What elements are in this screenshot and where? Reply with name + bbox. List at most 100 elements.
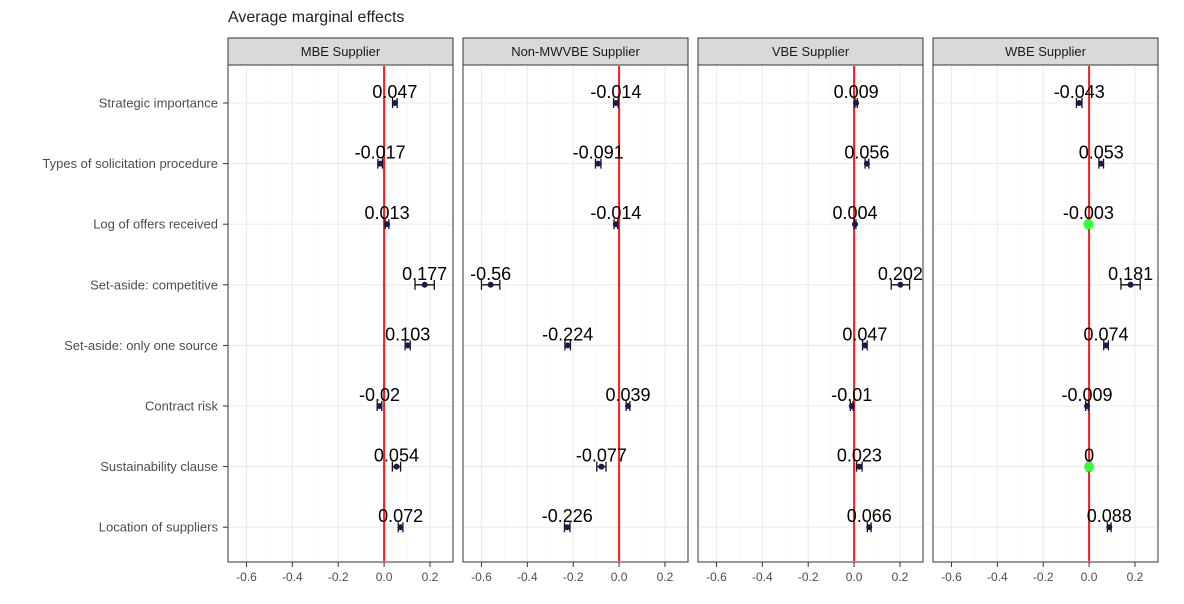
x-tick-label: 0.2 <box>657 570 674 584</box>
data-point <box>1076 100 1083 106</box>
data-label: 0.013 <box>365 203 410 223</box>
x-tick-label: -0.2 <box>563 570 584 584</box>
x-tick-label: -0.4 <box>282 570 303 584</box>
x-tick-label: -0.2 <box>798 570 819 584</box>
x-tick-label: 0.2 <box>892 570 909 584</box>
y-tick-label: Contract risk <box>145 399 218 414</box>
x-tick-label: -0.4 <box>752 570 773 584</box>
facet-panels: MBE Supplier 0.047 -0.017 0.013 0.177 0.103 -0… <box>227 37 1159 584</box>
x-tick-label: 0.2 <box>1127 570 1144 584</box>
data-point-highlight <box>1084 461 1095 472</box>
x-tick-label: -0.6 <box>471 570 492 584</box>
x-tick-label: -0.4 <box>517 570 538 584</box>
x-tick-label: 0.0 <box>846 570 863 584</box>
facet-strip-label: MBE Supplier <box>301 44 381 59</box>
data-point-highlight <box>1083 219 1094 230</box>
x-tick-label: 0.2 <box>422 570 439 584</box>
data-label: -0.077 <box>576 446 627 466</box>
data-point <box>625 403 632 409</box>
facet-strip <box>227 37 454 66</box>
data-label: 0.202 <box>878 264 923 284</box>
data-label: -0.02 <box>359 385 400 405</box>
data-label: 0.039 <box>605 385 650 405</box>
facet-panel: MBE Supplier 0.047 -0.017 0.013 0.177 0.103 -0… <box>227 37 454 584</box>
data-label: -0.224 <box>542 324 593 344</box>
facet-panel: VBE Supplier 0.009 0.056 0.004 0.202 0.047 -0.… <box>697 37 924 584</box>
data-label: -0.01 <box>831 385 872 405</box>
x-tick-label: -0.6 <box>941 570 962 584</box>
data-point <box>384 221 391 228</box>
data-point <box>1084 403 1091 409</box>
panel-background <box>932 64 1159 563</box>
y-tick-label: Types of solicitation procedure <box>42 156 218 171</box>
facet-panel: Non-MWVBE Supplier -0.014 -0.091 -0.014 -0.5… <box>462 37 689 584</box>
x-tick-label: 0.0 <box>376 570 393 584</box>
data-label: -0.043 <box>1054 82 1105 102</box>
data-label: -0.009 <box>1061 385 1112 405</box>
panel-background <box>227 64 454 563</box>
y-tick-label: Log of offers received <box>93 217 218 232</box>
facet-panel: WBE Supplier -0.043 0.053 -0.003 0.181 0.074 -… <box>932 37 1159 584</box>
chart-title: Average marginal effects <box>228 9 404 26</box>
data-label: 0.056 <box>844 143 889 163</box>
data-label: 0.053 <box>1079 143 1124 163</box>
data-label: -0.017 <box>355 143 406 163</box>
data-point <box>391 100 398 106</box>
data-label: 0.054 <box>374 446 419 466</box>
data-point <box>856 463 863 470</box>
data-point <box>598 463 605 470</box>
data-label: 0.181 <box>1108 264 1153 284</box>
data-label: 0.088 <box>1087 506 1132 526</box>
panel-background <box>697 64 924 563</box>
y-axis: Strategic importance Types of solicitatio… <box>42 96 228 535</box>
data-point <box>848 403 855 409</box>
data-label: 0.023 <box>837 446 882 466</box>
data-label: -0.56 <box>470 264 511 284</box>
data-label: 0.009 <box>834 82 879 102</box>
data-point <box>564 342 571 349</box>
y-tick-label: Set-aside: only one source <box>64 338 218 353</box>
x-tick-label: -0.4 <box>987 570 1008 584</box>
data-label: 0.177 <box>402 264 447 284</box>
data-label: 0 <box>1084 446 1094 466</box>
y-tick-label: Strategic importance <box>99 96 218 111</box>
facet-strip-label: Non-MWVBE Supplier <box>511 44 640 59</box>
x-tick-label: -0.6 <box>236 570 257 584</box>
data-point <box>393 463 400 470</box>
data-point <box>1106 524 1113 531</box>
data-point <box>487 281 494 288</box>
data-point <box>421 281 428 288</box>
y-tick-label: Location of suppliers <box>99 520 219 535</box>
data-point <box>866 524 873 531</box>
x-tick-label: 0.0 <box>611 570 628 584</box>
data-point <box>376 403 383 409</box>
y-tick-label: Set-aside: competitive <box>90 277 218 292</box>
data-point <box>1098 160 1105 167</box>
facet-strip <box>697 37 924 66</box>
data-point <box>397 524 404 531</box>
x-tick-label: 0.0 <box>1081 570 1098 584</box>
data-point <box>377 160 384 167</box>
x-tick-label: -0.2 <box>328 570 349 584</box>
data-point <box>863 160 870 167</box>
data-point <box>595 160 602 167</box>
facet-strip-label: WBE Supplier <box>1005 44 1087 59</box>
data-label: -0.226 <box>542 506 593 526</box>
data-point <box>851 221 858 228</box>
x-tick-label: -0.2 <box>1033 570 1054 584</box>
panel-background <box>462 64 689 563</box>
x-tick-label: -0.6 <box>706 570 727 584</box>
data-point <box>897 281 904 288</box>
data-label: 0.103 <box>385 324 430 344</box>
data-point <box>612 221 619 228</box>
data-label: 0.074 <box>1084 324 1129 344</box>
data-point <box>564 524 571 531</box>
y-tick-label: Sustainability clause <box>100 459 218 474</box>
facet-strip <box>932 37 1159 66</box>
data-label: 0.047 <box>842 324 887 344</box>
data-point <box>612 100 619 106</box>
facet-strip-label: VBE Supplier <box>772 44 850 59</box>
data-label: 0.004 <box>832 203 877 223</box>
data-label: 0.047 <box>372 82 417 102</box>
